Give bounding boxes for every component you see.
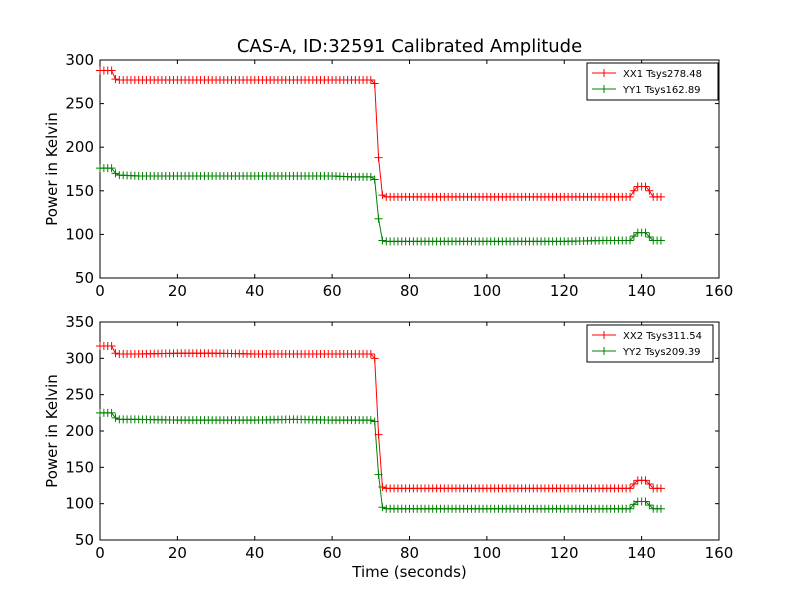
legend-label: XX2 Tsys311.54 (623, 331, 702, 342)
y-axis-label: Power in Kelvin (43, 374, 61, 488)
data-point-marker (645, 501, 654, 510)
legend-label: YY1 Tsys162.89 (622, 85, 701, 96)
x-tick-label: 80 (400, 282, 419, 300)
data-point-marker (378, 236, 387, 245)
x-axis-label: Time (seconds) (351, 563, 467, 581)
x-tick-label: 160 (705, 282, 734, 300)
bottom-panel: 0 20 40 60 80 100 120 140 160 50 100 150 200 250 300 35… (43, 313, 733, 581)
data-point-marker (629, 232, 638, 241)
data-point-marker (111, 169, 120, 178)
x-tick-label: 40 (245, 544, 264, 562)
data-point-marker (107, 66, 116, 75)
y-tick-label: 100 (65, 495, 94, 513)
data-point-marker (107, 164, 116, 173)
y-tick-label: 200 (65, 138, 94, 156)
y-tick-label: 300 (65, 349, 94, 367)
data-point-marker (626, 192, 635, 201)
data-point-marker (111, 349, 120, 358)
x-tick-label: 80 (400, 544, 419, 562)
data-point-marker (641, 228, 650, 237)
y-tick-label: 150 (65, 182, 94, 200)
data-point-marker (107, 408, 116, 417)
x-tick-label: 140 (627, 282, 656, 300)
x-tick-label: 140 (627, 544, 656, 562)
y-tick-label: 100 (65, 225, 94, 243)
y-tick-label: 350 (65, 313, 94, 331)
data-point-marker (641, 182, 650, 191)
data-point-marker (378, 191, 387, 200)
data-point-marker (629, 186, 638, 195)
y-axis-label: Power in Kelvin (43, 112, 61, 226)
top-panel: 0 20 40 60 80 100 120 140 160 50 100 150 200 250 300 CA… (43, 36, 733, 300)
chart-title: CAS-A, ID:32591 Calibrated Amplitude (237, 36, 582, 57)
x-tick-label: 120 (550, 544, 579, 562)
data-point-marker (641, 476, 650, 485)
data-point-marker (656, 236, 665, 245)
data-point-marker (370, 79, 379, 88)
data-point-marker (370, 354, 379, 363)
data-point-marker (626, 236, 635, 245)
data-point-marker (656, 504, 665, 513)
legend-marker (600, 347, 608, 355)
data-point-marker (656, 192, 665, 201)
y-tick-label: 250 (65, 95, 94, 113)
data-point-marker (374, 470, 383, 479)
x-tick-label: 40 (245, 282, 264, 300)
data-point-marker (626, 504, 635, 513)
data-point-marker (645, 186, 654, 195)
x-tick-label: 60 (323, 544, 342, 562)
x-tick-label: 160 (705, 544, 734, 562)
legend-marker (600, 85, 608, 93)
legend-marker (600, 69, 608, 77)
data-point-marker (656, 484, 665, 493)
legend-label: YY2 Tsys209.39 (622, 347, 701, 358)
data-point-marker (366, 349, 375, 358)
y-tick-label: 50 (75, 269, 94, 287)
x-tick-label: 100 (473, 282, 502, 300)
data-point-marker (645, 233, 654, 242)
y-tick-label: 150 (65, 458, 94, 476)
data-point-marker (641, 497, 650, 506)
x-tick-label: 0 (95, 282, 105, 300)
x-tick-label: 120 (550, 282, 579, 300)
x-tick-label: 20 (168, 282, 187, 300)
legend-label: XX1 Tsys278.48 (623, 69, 702, 80)
data-point-marker (645, 480, 654, 489)
x-tick-label: 0 (95, 544, 105, 562)
data-point-marker (366, 416, 375, 425)
data-point-marker (111, 75, 120, 84)
data-point-marker (374, 214, 383, 223)
data-point-marker (111, 413, 120, 422)
data-point-marker (370, 175, 379, 184)
x-tick-label: 100 (473, 544, 502, 562)
legend-box (586, 324, 714, 363)
y-tick-label: 300 (65, 51, 94, 69)
y-tick-label: 50 (75, 531, 94, 549)
x-tick-label: 20 (168, 544, 187, 562)
legend-box (586, 62, 719, 101)
data-point-marker (374, 153, 383, 162)
x-tick-label: 60 (323, 282, 342, 300)
data-point-marker (629, 480, 638, 489)
data-point-marker (366, 76, 375, 85)
data-point-marker (107, 341, 116, 350)
data-point-marker (370, 417, 379, 426)
data-point-marker (626, 484, 635, 493)
legend-marker (600, 331, 608, 339)
data-point-marker (378, 503, 387, 512)
y-tick-label: 200 (65, 422, 94, 440)
y-tick-label: 250 (65, 386, 94, 404)
